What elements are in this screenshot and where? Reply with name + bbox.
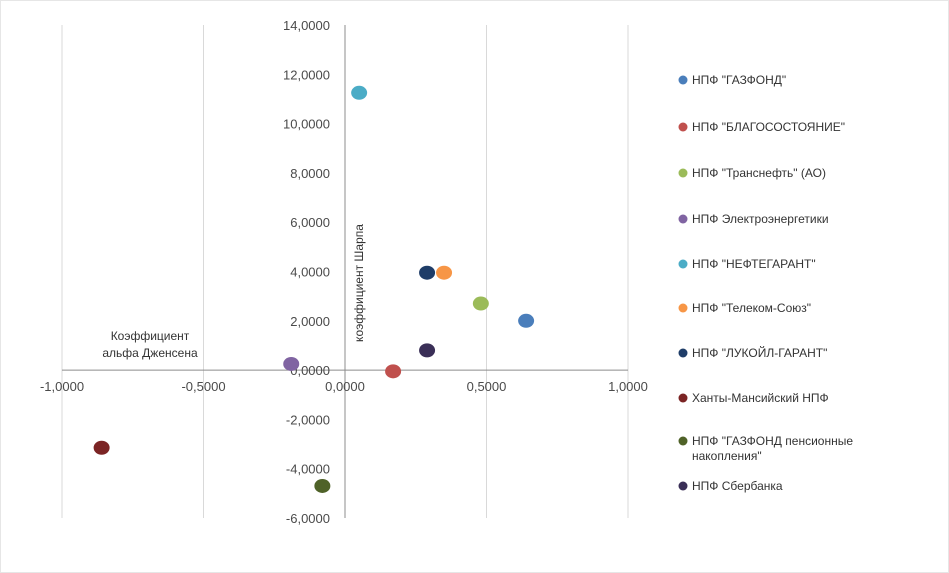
legend-label: НПФ "Транснефть" (АО) xyxy=(692,166,826,180)
axis-titles: Коэффициент альфа Дженсена коэффициент Ша… xyxy=(102,224,366,360)
y-tick-label: 2,0000 xyxy=(290,314,330,329)
y-tick-label: -4,0000 xyxy=(286,462,330,477)
data-point-3 xyxy=(472,296,489,311)
y-axis-title: коэффициент Шарпа xyxy=(352,224,366,342)
x-tick-label: -1,0000 xyxy=(40,379,84,394)
legend-label-line: НПФ "Телеком-Союз" xyxy=(692,301,811,315)
x-tick-label: 0,0000 xyxy=(325,379,365,394)
x-tick-label: -0,5000 xyxy=(181,379,225,394)
legend-label-line: накопления" xyxy=(692,449,762,463)
data-point-10 xyxy=(419,343,436,358)
data-point-2 xyxy=(385,364,402,379)
data-point-4 xyxy=(283,356,300,371)
data-point-6 xyxy=(436,265,453,280)
legend-label: НПФ "БЛАГОСОСТОЯНИЕ" xyxy=(692,120,845,134)
y-tick-label: -6,0000 xyxy=(286,511,330,526)
legend-label: НПФ Электроэнергетики xyxy=(692,212,829,226)
data-point-8 xyxy=(93,440,110,455)
y-tick-label: 12,0000 xyxy=(283,67,330,82)
legend-marker xyxy=(678,168,688,178)
data-point-1 xyxy=(518,313,535,328)
legend-label: НПФ "Телеком-Союз" xyxy=(692,301,811,315)
y-tick-label: 0,0000 xyxy=(290,363,330,378)
legend-label: НПФ "НЕФТЕГАРАНТ" xyxy=(692,257,816,271)
legend-label-line: Ханты-Мансийский НПФ xyxy=(692,391,829,405)
data-point-7 xyxy=(419,265,436,280)
legend-label-line: НПФ "ЛУКОЙЛ-ГАРАНТ" xyxy=(692,345,827,360)
legend-label-line: НПФ "ГАЗФОНД пенсионные xyxy=(692,434,853,448)
data-point-5 xyxy=(351,85,368,100)
legend-marker xyxy=(678,122,688,132)
data-points xyxy=(93,85,535,493)
legend-marker xyxy=(678,259,688,269)
legend-marker xyxy=(678,393,688,403)
legend-label-line: НПФ "Транснефть" (АО) xyxy=(692,166,826,180)
legend-marker xyxy=(678,348,688,358)
legend-marker xyxy=(678,436,688,446)
legend-marker xyxy=(678,75,688,85)
x-axis-title: Коэффициент альфа Дженсена xyxy=(102,329,198,360)
legend-label-line: НПФ Электроэнергетики xyxy=(692,212,829,226)
axes xyxy=(62,25,628,518)
legend-label: НПФ "ГАЗФОНД пенсионные накопления" xyxy=(692,434,853,463)
x-tick-label: 1,0000 xyxy=(608,379,648,394)
x-axis-title-line: альфа Дженсена xyxy=(102,346,198,360)
legend-label: НПФ "ГАЗФОНД" xyxy=(692,73,786,87)
legend-label-line: НПФ "ГАЗФОНД" xyxy=(692,73,786,87)
legend-label-line: НПФ "БЛАГОСОСТОЯНИЕ" xyxy=(692,120,845,134)
legend: НПФ "ГАЗФОНД" НПФ "БЛАГОСОСТОЯНИЕ" НПФ "Тр… xyxy=(678,73,853,493)
legend-marker xyxy=(678,481,688,491)
data-point-9 xyxy=(314,478,331,493)
y-tick-labels: -6,0000 -4,0000 -2,0000 0,0000 2,0000 4,0000 6… xyxy=(283,18,330,526)
x-axis-title-line: Коэффициент xyxy=(111,329,190,343)
legend-label-line: НПФ "НЕФТЕГАРАНТ" xyxy=(692,257,816,271)
x-tick-labels: -1,0000 -0,5000 0,0000 0,5000 1,0000 xyxy=(40,379,648,394)
y-tick-label: 14,0000 xyxy=(283,18,330,33)
legend-marker xyxy=(678,303,688,313)
legend-marker xyxy=(678,214,688,224)
y-tick-label: 8,0000 xyxy=(290,166,330,181)
y-tick-label: 10,0000 xyxy=(283,117,330,132)
legend-label: НПФ "ЛУКОЙЛ-ГАРАНТ" xyxy=(692,345,827,360)
y-tick-label: 6,0000 xyxy=(290,215,330,230)
legend-label: Ханты-Мансийский НПФ xyxy=(692,391,829,405)
y-tick-label: -2,0000 xyxy=(286,412,330,427)
legend-label-line: НПФ Сбербанка xyxy=(692,479,783,493)
y-tick-label: 4,0000 xyxy=(290,265,330,280)
x-tick-label: 0,5000 xyxy=(467,379,507,394)
legend-label: НПФ Сбербанка xyxy=(692,479,783,493)
